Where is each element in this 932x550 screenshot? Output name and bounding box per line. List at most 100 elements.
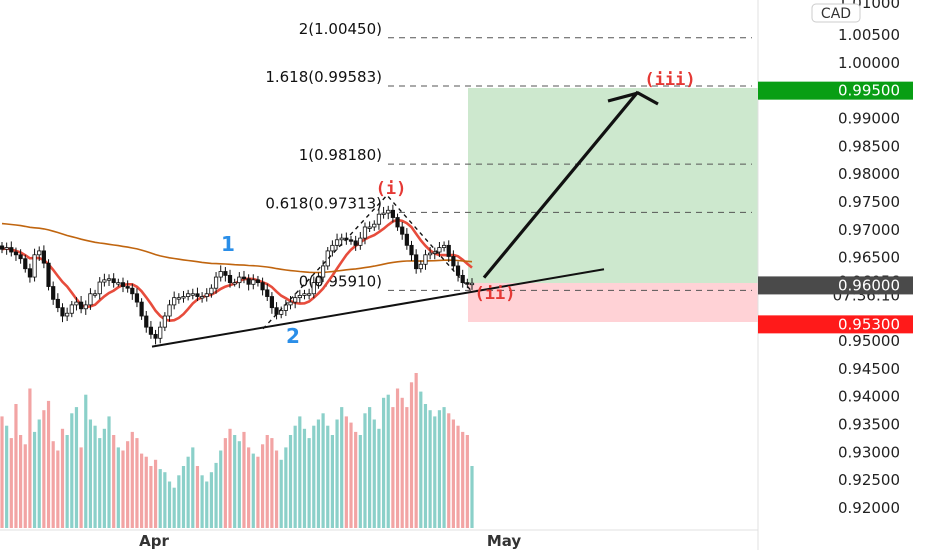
price-tick-label: 0.96500 (838, 249, 900, 267)
target-zone[interactable] (468, 88, 758, 283)
candle-body (372, 223, 377, 228)
volume-bar (79, 447, 83, 528)
wave-label-iii: (iii) (644, 70, 695, 90)
volume-bar (368, 407, 372, 528)
candle-body (139, 301, 144, 317)
price-tag[interactable] (758, 276, 913, 295)
candle-body (348, 239, 354, 242)
candle-body (265, 289, 270, 297)
candle-body (190, 293, 195, 296)
volume-bar (5, 425, 9, 528)
candle-body (51, 286, 56, 300)
candle-body (130, 287, 135, 295)
volume-bar (470, 466, 474, 528)
volume-bar (391, 407, 395, 528)
volume-bar (330, 435, 334, 528)
candle-body (334, 239, 340, 246)
wave-label-ii: (ii) (475, 284, 516, 304)
candle-body (293, 297, 298, 303)
volume-bar (32, 431, 37, 528)
drawings[interactable] (151, 90, 659, 348)
projection-arrow-line[interactable] (482, 90, 640, 279)
candle-body (404, 233, 409, 246)
volume-bar (200, 475, 204, 528)
volume-bar (270, 438, 274, 528)
volume-bar (144, 456, 148, 528)
candle-body (288, 301, 293, 306)
volume-bar (260, 444, 265, 528)
candle-body (241, 276, 247, 280)
candle-body (260, 282, 265, 291)
candle-body (460, 274, 465, 284)
volume-bar (461, 431, 465, 528)
candle-body (423, 254, 428, 265)
fib-level-label: 0(0.95910) (299, 272, 382, 290)
wave-label-1: 1 (221, 232, 235, 256)
candle-body (465, 282, 470, 285)
candle-body (320, 265, 326, 278)
candle-body (97, 281, 102, 295)
volume-bar (9, 438, 13, 528)
candle-body (418, 263, 423, 270)
candle-body (41, 250, 46, 264)
volume-bar (19, 435, 23, 528)
wave-label-2: 2 (286, 324, 300, 348)
price-tick-label: 0.93500 (838, 416, 900, 434)
candle-body (428, 252, 433, 256)
wave-zigzag[interactable] (262, 194, 472, 330)
volume-bar (284, 447, 288, 528)
candle-body (307, 293, 312, 296)
volume-bar (126, 441, 130, 528)
currency-label: CAD (821, 6, 851, 22)
volume-bar (437, 410, 442, 528)
support-trendline[interactable] (151, 268, 605, 348)
time-axis[interactable]: Apr May (0, 529, 758, 550)
candle-body (237, 276, 242, 284)
fibonacci-extension[interactable]: 2(1.00450) 1.618(0.99583) 1(0.98180) 0.618(… (265, 20, 752, 291)
candle-body (437, 247, 442, 253)
volume-bar (172, 487, 176, 528)
volume-bar (433, 416, 437, 528)
currency-badge[interactable] (811, 3, 861, 23)
candle-body (116, 282, 121, 285)
volume-bar (447, 413, 451, 528)
price-axis[interactable]: 1.00500 1.00000 0.99000 0.98500 0.98000 0.975… (758, 0, 913, 517)
volume-bar (56, 450, 60, 528)
candle-body (106, 278, 112, 281)
candle-body (4, 247, 9, 250)
price-tag-label: 0.95300 (838, 315, 900, 333)
candle-body (227, 274, 233, 284)
projection-arrow-head[interactable] (607, 91, 659, 106)
volume-bar (302, 428, 307, 528)
candle-body (13, 251, 19, 256)
candle-body (367, 226, 372, 229)
candle-body (88, 293, 93, 306)
candle-body (195, 293, 200, 297)
volume-bar (381, 397, 386, 528)
candle-body (134, 293, 140, 303)
volume-bar (186, 456, 190, 528)
volume-bar (14, 404, 18, 528)
volume-bar (60, 428, 65, 528)
volume-bar (363, 413, 367, 528)
candle-body (316, 276, 321, 284)
volume-bar (181, 466, 186, 528)
volume-bar (107, 416, 111, 528)
volume-bar (74, 407, 79, 528)
volume-bar (130, 431, 134, 528)
price-tick-label: 0.99000 (838, 109, 900, 127)
volume-bar (419, 391, 423, 528)
candle-body (311, 282, 316, 295)
price-tag[interactable] (758, 81, 913, 100)
candle-body (213, 276, 219, 289)
candle-body (381, 212, 386, 215)
fib-level-label: 1.618(0.99583) (265, 68, 382, 86)
candle-body (144, 315, 149, 328)
volume-bar (0, 416, 4, 528)
price-tag[interactable] (758, 315, 913, 334)
volume-bar (288, 435, 293, 528)
volume-bar (28, 388, 32, 528)
volume-bar (279, 459, 283, 528)
stop-zone[interactable] (468, 283, 758, 322)
